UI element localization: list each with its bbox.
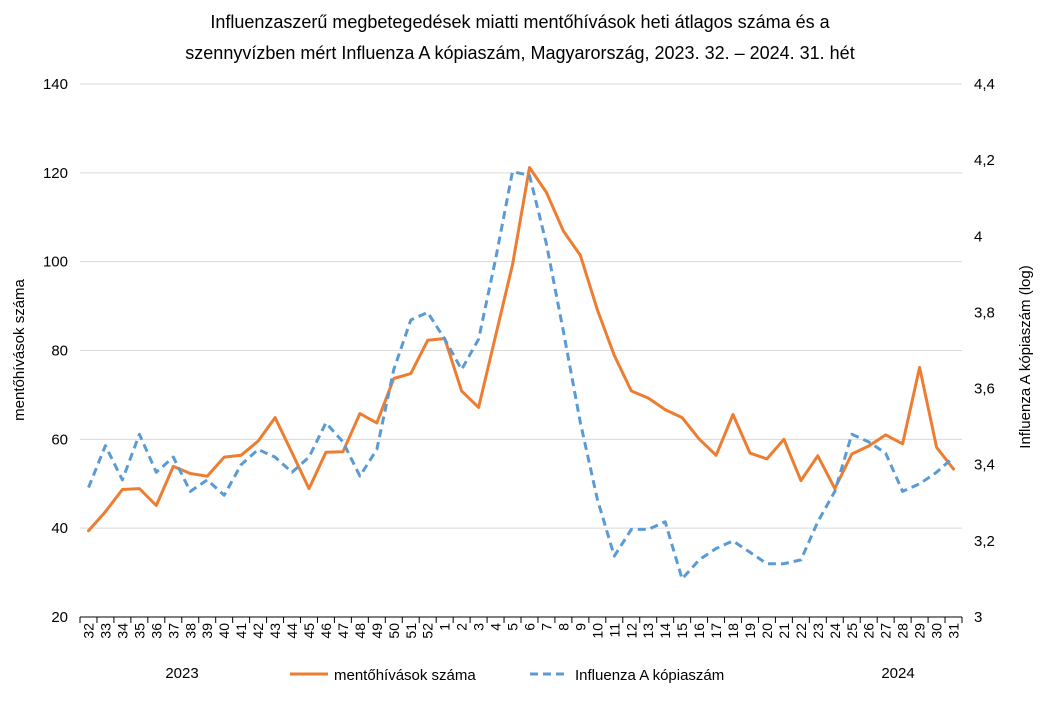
x-tick-label: 44 — [284, 623, 300, 639]
x-tick-label: 31 — [946, 623, 962, 639]
right-tick-label: 3,6 — [974, 381, 995, 398]
x-tick-label: 6 — [521, 623, 537, 631]
x-tick-label: 15 — [674, 623, 690, 639]
x-tick-label: 39 — [199, 623, 215, 639]
chart-title-line-1: Influenzaszerű megbetegedések miatti men… — [210, 12, 830, 32]
left-tick-label: 100 — [43, 254, 68, 271]
x-tick-label: 40 — [216, 623, 232, 639]
x-tick-label: 25 — [844, 623, 860, 639]
right-tick-label: 3,4 — [974, 457, 995, 474]
x-tick-label: 42 — [250, 623, 266, 639]
x-tick-label: 32 — [80, 623, 96, 639]
x-tick-label: 13 — [640, 623, 656, 639]
x-tick-label: 26 — [861, 623, 877, 639]
x-tick-label: 27 — [878, 623, 894, 639]
x-tick-label: 43 — [267, 623, 283, 639]
x-tick-label: 19 — [742, 623, 758, 639]
right-axis-ticks: 3 3,2 3,4 3,6 3,8 4 4,2 4,4 — [974, 76, 995, 626]
right-tick-label: 3,8 — [974, 304, 995, 321]
x-tick-label: 18 — [725, 623, 741, 639]
gridlines — [80, 83, 962, 618]
legend-label-influenza: Influenza A kópiaszám — [575, 667, 724, 684]
x-axis-ticks: 32 33 34 35 36 37 38 39 40 41 42 43 44 45 46 47 48 49 50 51… — [79, 617, 963, 639]
left-tick-label: 20 — [51, 609, 68, 626]
x-tick-label: 49 — [369, 623, 385, 639]
x-tick-label: 28 — [895, 623, 911, 639]
x-tick-label: 4 — [488, 623, 504, 631]
x-tick-label: 3 — [471, 623, 487, 631]
x-tick-label: 41 — [233, 623, 249, 639]
right-tick-label: 3,2 — [974, 533, 995, 550]
left-tick-label: 80 — [51, 343, 68, 360]
x-tick-label: 14 — [657, 623, 673, 639]
left-tick-label: 60 — [51, 431, 68, 448]
x-tick-label: 11 — [606, 623, 622, 638]
x-tick-label: 29 — [912, 623, 928, 639]
right-tick-label: 4,4 — [974, 76, 995, 93]
x-tick-label: 47 — [335, 623, 351, 639]
left-tick-label: 40 — [51, 520, 68, 537]
series-line-influenza-a — [87, 170, 955, 581]
x-tick-label: 36 — [148, 623, 164, 639]
year-label-2024: 2024 — [881, 665, 914, 682]
x-tick-label: 23 — [810, 623, 826, 639]
right-tick-label: 4,2 — [974, 152, 995, 169]
x-tick-label: 37 — [165, 623, 181, 639]
legend-label-ambulance: mentőhívások száma — [334, 667, 476, 684]
left-tick-label: 120 — [43, 165, 68, 182]
x-tick-label: 33 — [97, 623, 113, 639]
x-tick-label: 46 — [318, 623, 334, 639]
x-tick-label: 10 — [589, 623, 605, 639]
x-tick-label: 12 — [623, 623, 639, 639]
x-tick-label: 52 — [420, 623, 436, 639]
x-tick-label: 51 — [403, 623, 419, 639]
x-tick-label: 1 — [437, 623, 453, 631]
x-tick-label: 5 — [505, 623, 521, 631]
series-lines — [87, 166, 955, 581]
x-tick-label: 16 — [691, 623, 707, 639]
legend: mentőhívások száma Influenza A kópiaszám — [290, 667, 724, 684]
x-tick-label: 24 — [827, 623, 843, 639]
year-label-2023: 2023 — [165, 665, 198, 682]
x-tick-label: 8 — [555, 623, 571, 631]
x-tick-label: 30 — [929, 623, 945, 639]
left-axis-label: mentőhívások száma — [11, 278, 28, 420]
x-tick-label: 48 — [352, 623, 368, 639]
x-tick-label: 17 — [708, 623, 724, 639]
x-tick-label: 22 — [793, 623, 809, 639]
right-tick-label: 4 — [974, 228, 982, 245]
x-tick-label: 2 — [454, 623, 470, 631]
x-tick-label: 7 — [538, 623, 554, 631]
x-tick-label: 45 — [301, 623, 317, 639]
x-tick-label: 20 — [759, 623, 775, 639]
x-tick-label: 21 — [776, 623, 792, 639]
chart-title-line-2: szennyvízben mért Influenza A kópiaszám,… — [185, 43, 854, 63]
x-tick-label: 50 — [386, 623, 402, 639]
x-tick-label: 34 — [114, 623, 130, 639]
x-tick-label: 35 — [131, 623, 147, 639]
right-axis-label: Influenza A kópiaszám (log) — [1017, 265, 1034, 448]
x-tick-label: 9 — [572, 623, 588, 631]
x-tick-label: 38 — [182, 623, 198, 639]
right-tick-label: 3 — [974, 609, 982, 626]
left-axis-ticks: 20 40 60 80 100 120 140 — [43, 76, 68, 626]
series-line-ambulance-calls — [87, 166, 955, 533]
left-tick-label: 140 — [43, 76, 68, 93]
